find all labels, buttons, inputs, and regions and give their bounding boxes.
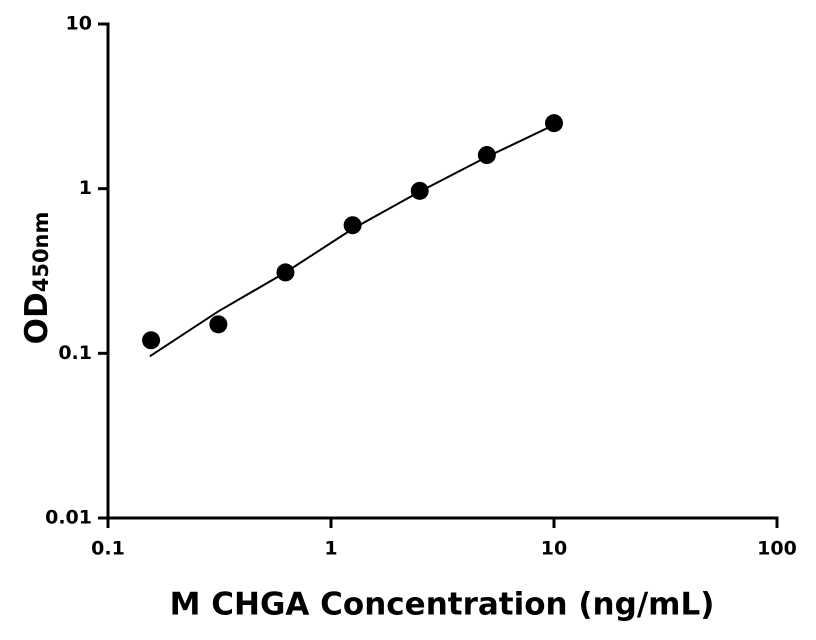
y-tick-label: 1	[79, 177, 92, 199]
data-point	[343, 216, 362, 235]
y-tick-label: 0.01	[45, 507, 92, 529]
x-tick-label: 10	[541, 538, 567, 560]
data-point	[477, 146, 496, 165]
fit-line	[149, 123, 555, 358]
data-point	[545, 114, 563, 133]
x-tick-label: 0.1	[91, 538, 125, 560]
x-axis-title: M CHGA Concentration (ng/mL)	[170, 587, 715, 623]
y-tick-label: 0.1	[58, 342, 92, 364]
x-tick-label: 1	[324, 538, 337, 560]
y-axis-title-main: OD	[19, 292, 55, 344]
y-axis-title: OD450nm	[19, 212, 55, 345]
y-tick-label: 10	[66, 13, 92, 35]
data-point	[209, 315, 228, 334]
y-axis-title-subscript: 450nm	[29, 212, 53, 293]
x-tick-label: 100	[757, 538, 797, 560]
data-point	[142, 331, 161, 350]
